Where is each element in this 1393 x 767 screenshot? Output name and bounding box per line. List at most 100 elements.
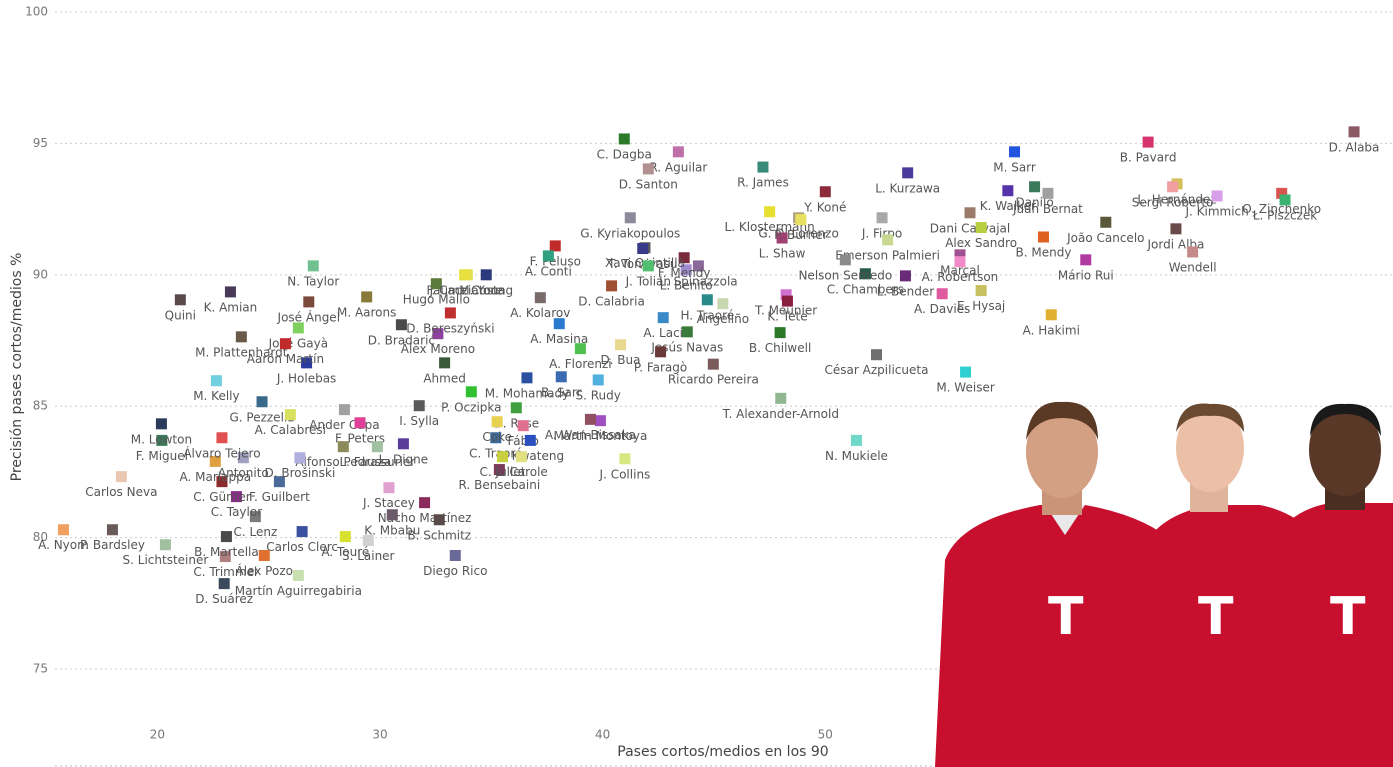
- point-label: Hugo Mallo: [403, 292, 470, 306]
- data-point: [496, 451, 508, 463]
- point-label: A. Robertson: [922, 270, 999, 284]
- point-label: A. Davies: [914, 302, 970, 316]
- point-label: R. James: [737, 176, 789, 190]
- point-label: A. Mariappa: [180, 470, 252, 484]
- data-point: [294, 452, 306, 464]
- point-label: Álex Pozo: [236, 563, 293, 578]
- point-label: D. Alaba: [1329, 140, 1380, 154]
- data-point: [574, 343, 586, 355]
- data-point: [902, 167, 914, 179]
- point-label: Martín Aguirregabiria: [235, 584, 362, 598]
- point-label: L. Faussurier: [339, 455, 415, 469]
- point-label: L. Hernández: [1137, 192, 1216, 206]
- point-label: T. Alexander-Arnold: [722, 407, 839, 421]
- y-tick-label: 75: [33, 662, 48, 676]
- point-label: César Azpilicueta: [825, 363, 929, 377]
- point-label: A. Wan-Bissaka: [545, 428, 636, 442]
- data-point: [371, 441, 383, 453]
- point-label: J. Tolian: [625, 274, 671, 288]
- data-point: [1142, 136, 1154, 148]
- data-point: [115, 471, 127, 483]
- data-point: [1276, 187, 1288, 199]
- player-left: T: [935, 401, 1205, 767]
- data-point: [1009, 146, 1021, 158]
- point-label: L. Kurzawa: [875, 181, 940, 195]
- data-point: [882, 234, 894, 246]
- point-label: A. Touré: [321, 545, 369, 559]
- data-point: [964, 207, 976, 219]
- data-point: [1170, 223, 1182, 235]
- point-label: L. Carole: [495, 465, 548, 479]
- point-label: R. Aguilar: [649, 160, 707, 174]
- x-axis-title: Pases cortos/medios en los 90: [617, 744, 828, 760]
- data-point: [692, 260, 704, 272]
- point-label: Ahmed: [423, 371, 466, 385]
- data-point: [296, 526, 308, 538]
- data-point: [549, 240, 561, 252]
- point-label: D. Suárez: [195, 592, 253, 606]
- point-label: Ricardo Pereira: [668, 373, 759, 387]
- point-label: D. Calabria: [578, 294, 645, 308]
- data-point: [383, 482, 395, 494]
- shirt: [935, 505, 1205, 767]
- point-label: I. Sylla: [399, 414, 439, 428]
- point-label: M. Lowton: [131, 432, 192, 446]
- point-label: B. Pavard: [1120, 151, 1177, 165]
- point-label: Marçal: [940, 263, 980, 277]
- data-point: [338, 404, 350, 416]
- point-label: E. Kwateng: [497, 449, 565, 463]
- data-point: [439, 357, 451, 369]
- data-point: [954, 256, 966, 268]
- point-label: Carlos Clerc: [266, 540, 338, 554]
- logo: T: [1330, 587, 1366, 647]
- data-point: [680, 264, 692, 276]
- data-point: [594, 415, 606, 427]
- point-label: D. Brošinski: [264, 466, 335, 480]
- x-tick-label: 40: [595, 728, 610, 742]
- hair: [1310, 403, 1381, 436]
- y-tick-label: 90: [33, 267, 48, 281]
- data-point: [337, 441, 349, 453]
- data-point: [542, 250, 554, 262]
- point-label: A. Hakimi: [1023, 323, 1080, 337]
- point-label: Sergi Roberto: [1132, 195, 1214, 209]
- point-label: C. Trimmel: [193, 565, 257, 579]
- point-label: C. Günter: [193, 490, 251, 504]
- data-point: [642, 260, 654, 272]
- point-label: S. Lichtsteiner: [123, 553, 209, 567]
- data-point: [876, 212, 888, 224]
- point-label: K. Tete: [767, 310, 807, 324]
- data-point: [156, 434, 168, 446]
- data-point: [237, 452, 249, 464]
- point-label: Wendell: [1169, 260, 1217, 274]
- x-tick-label: 20: [150, 728, 165, 742]
- point-label: C. Taylor: [211, 505, 262, 519]
- point-label: A. Masina: [530, 332, 588, 346]
- data-point: [235, 331, 247, 343]
- x-tick-label: 30: [372, 728, 387, 742]
- point-label: F. Peluso: [530, 254, 581, 268]
- point-label: Mário Rui: [1058, 268, 1114, 282]
- data-point: [775, 392, 787, 404]
- data-point: [279, 338, 291, 350]
- data-point: [292, 569, 304, 581]
- data-point: [432, 328, 444, 340]
- data-point: [899, 270, 911, 282]
- data-point: [757, 161, 769, 173]
- point-label: K. Mbabu: [364, 523, 420, 537]
- data-point: [386, 509, 398, 521]
- point-label: B. Mendy: [1016, 245, 1072, 259]
- point-label: Nacho Martínez: [378, 511, 472, 525]
- data-point: [413, 400, 425, 412]
- data-point: [859, 268, 871, 280]
- data-point: [292, 322, 304, 334]
- y-tick-label: 95: [33, 136, 48, 150]
- data-point: [517, 420, 529, 432]
- point-label: Alex Sandro: [945, 236, 1017, 250]
- point-label: Y. Koné: [803, 200, 846, 214]
- data-point: [395, 319, 407, 331]
- data-point: [216, 432, 228, 444]
- data-point: [493, 464, 505, 476]
- data-point: [1348, 126, 1360, 138]
